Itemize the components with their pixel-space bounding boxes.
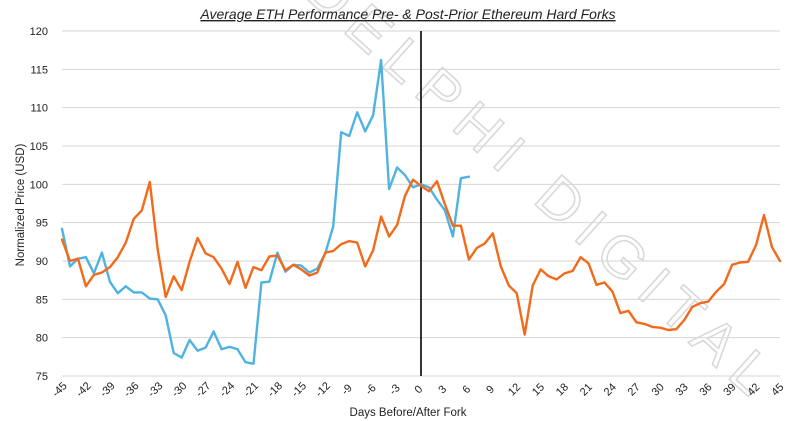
y-axis-label: Normalized Price (USD) [15,143,27,266]
x-tick-label: -9 [339,382,354,397]
y-tick-label: 90 [36,256,48,268]
x-tick-label: 24 [602,381,619,398]
y-tick-label: 115 [30,64,48,76]
x-tick-label: -24 [218,380,238,400]
x-tick-label: -36 [122,380,142,400]
x-tick-label: 33 [674,381,691,398]
x-tick-label: 36 [698,381,715,398]
x-tick-label: -30 [170,380,190,400]
x-tick-label: -45 [50,380,70,400]
y-axis-ticks: 75 80 85 90 95 100 105 110 115 120 [30,26,48,383]
y-tick-label: 100 [30,179,48,191]
x-tick-label: 27 [626,381,643,398]
x-tick-label: -33 [146,380,166,400]
x-tick-label: -27 [194,380,214,400]
watermark: DELPHI DIGITAL [293,0,793,415]
x-tick-label: 15 [530,381,547,398]
x-tick-label: -3 [387,382,402,397]
x-tick-label: 9 [484,383,497,396]
x-tick-label: -6 [363,382,378,397]
y-tick-label: 120 [30,26,48,38]
series-line-1 [60,58,471,365]
x-tick-label: -21 [241,380,261,400]
x-tick-label: 21 [578,381,595,398]
x-axis-ticks: -45 -42 -39 -36 -33 -30 -27 -24 -21 -18 -15 -12 -9 -6… [50,380,786,400]
y-tick-label: 110 [30,103,48,115]
x-tick-label: 30 [650,381,667,398]
x-tick-label: 12 [506,381,523,398]
y-tick-label: 95 [36,218,48,230]
y-tick-label: 105 [30,141,48,153]
x-axis-label: Days Before/After Fork [350,407,467,419]
x-tick-label: 3 [436,383,449,396]
x-tick-label: -39 [98,380,118,400]
x-tick-label: -42 [74,380,94,400]
x-tick-label: 6 [460,383,473,396]
y-tick-label: 75 [36,371,48,383]
y-tick-label: 85 [36,294,48,306]
series-group [60,58,782,365]
x-tick-label: -18 [265,380,285,400]
x-tick-label: 18 [554,381,571,398]
series-line-2 [60,178,782,336]
x-tick-label: -12 [313,380,333,400]
y-tick-label: 80 [36,333,48,345]
x-tick-label: 0 [412,383,425,396]
x-tick-label: -15 [289,380,309,400]
chart-title: Average ETH Performance Pre- & Post-Prio… [199,6,615,22]
